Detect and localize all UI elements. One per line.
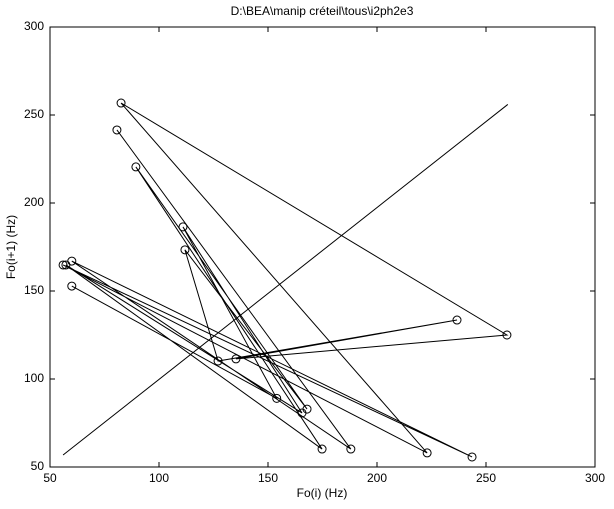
data-point bbox=[58, 260, 68, 270]
x-tick-label: 250 bbox=[476, 471, 496, 485]
x-axis-label: Fo(i) (Hz) bbox=[297, 486, 348, 500]
data-point bbox=[180, 245, 190, 255]
x-tick-label: 200 bbox=[367, 471, 387, 485]
data-line bbox=[62, 102, 509, 458]
data-point bbox=[467, 452, 477, 462]
data-point bbox=[302, 404, 312, 414]
data-point bbox=[452, 315, 462, 325]
x-tick-label: 50 bbox=[43, 471, 57, 485]
y-tick-label: 100 bbox=[24, 371, 44, 385]
data-point bbox=[131, 162, 141, 172]
data-point bbox=[178, 222, 188, 232]
data-point bbox=[67, 281, 77, 291]
y-tick-label: 250 bbox=[24, 107, 44, 121]
data-point bbox=[231, 354, 241, 364]
x-tick-label: 100 bbox=[149, 471, 169, 485]
data-point bbox=[272, 393, 282, 403]
data-point bbox=[116, 98, 126, 108]
y-tick-label: 50 bbox=[31, 459, 45, 473]
x-tick-label: 300 bbox=[585, 471, 605, 485]
x-tick-label: 150 bbox=[258, 471, 278, 485]
data-point bbox=[502, 330, 512, 340]
plot-frame bbox=[49, 26, 596, 468]
y-axis-label: Fo(i+1) (Hz) bbox=[4, 215, 18, 279]
y-tick-label: 150 bbox=[24, 283, 44, 297]
data-point bbox=[213, 356, 223, 366]
data-point bbox=[67, 256, 77, 266]
data-line bbox=[62, 104, 509, 456]
data-point bbox=[112, 125, 122, 135]
y-tick-label: 200 bbox=[24, 195, 44, 209]
chart-title: D:\BEA\manip créteil\tous\i2ph2e3 bbox=[231, 4, 414, 18]
data-point bbox=[422, 448, 432, 458]
y-tick-label: 300 bbox=[24, 19, 44, 33]
data-point bbox=[317, 444, 327, 454]
data-point bbox=[346, 444, 356, 454]
